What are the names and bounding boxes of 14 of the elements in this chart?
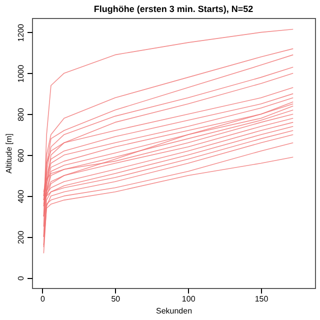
y-tick-label: 1200 (16, 23, 26, 42)
y-tick-label: 1000 (16, 64, 26, 83)
x-tick-label: 0 (40, 294, 46, 304)
y-axis-title: Altitude [m] (4, 133, 14, 174)
y-tick-label: 0 (16, 276, 26, 280)
y-tick-label: 400 (16, 189, 26, 204)
y-tick-label: 800 (16, 107, 26, 122)
x-axis-title: Sekunden (156, 306, 192, 316)
chart-title: Flughöhe (ersten 3 min. Starts), N=52 (94, 4, 254, 14)
x-tick-label: 100 (182, 294, 196, 304)
x-tick-label: 150 (254, 294, 269, 304)
x-tick-label: 50 (111, 294, 121, 304)
y-tick-label: 200 (16, 230, 26, 244)
y-tick-label: 600 (16, 148, 26, 162)
